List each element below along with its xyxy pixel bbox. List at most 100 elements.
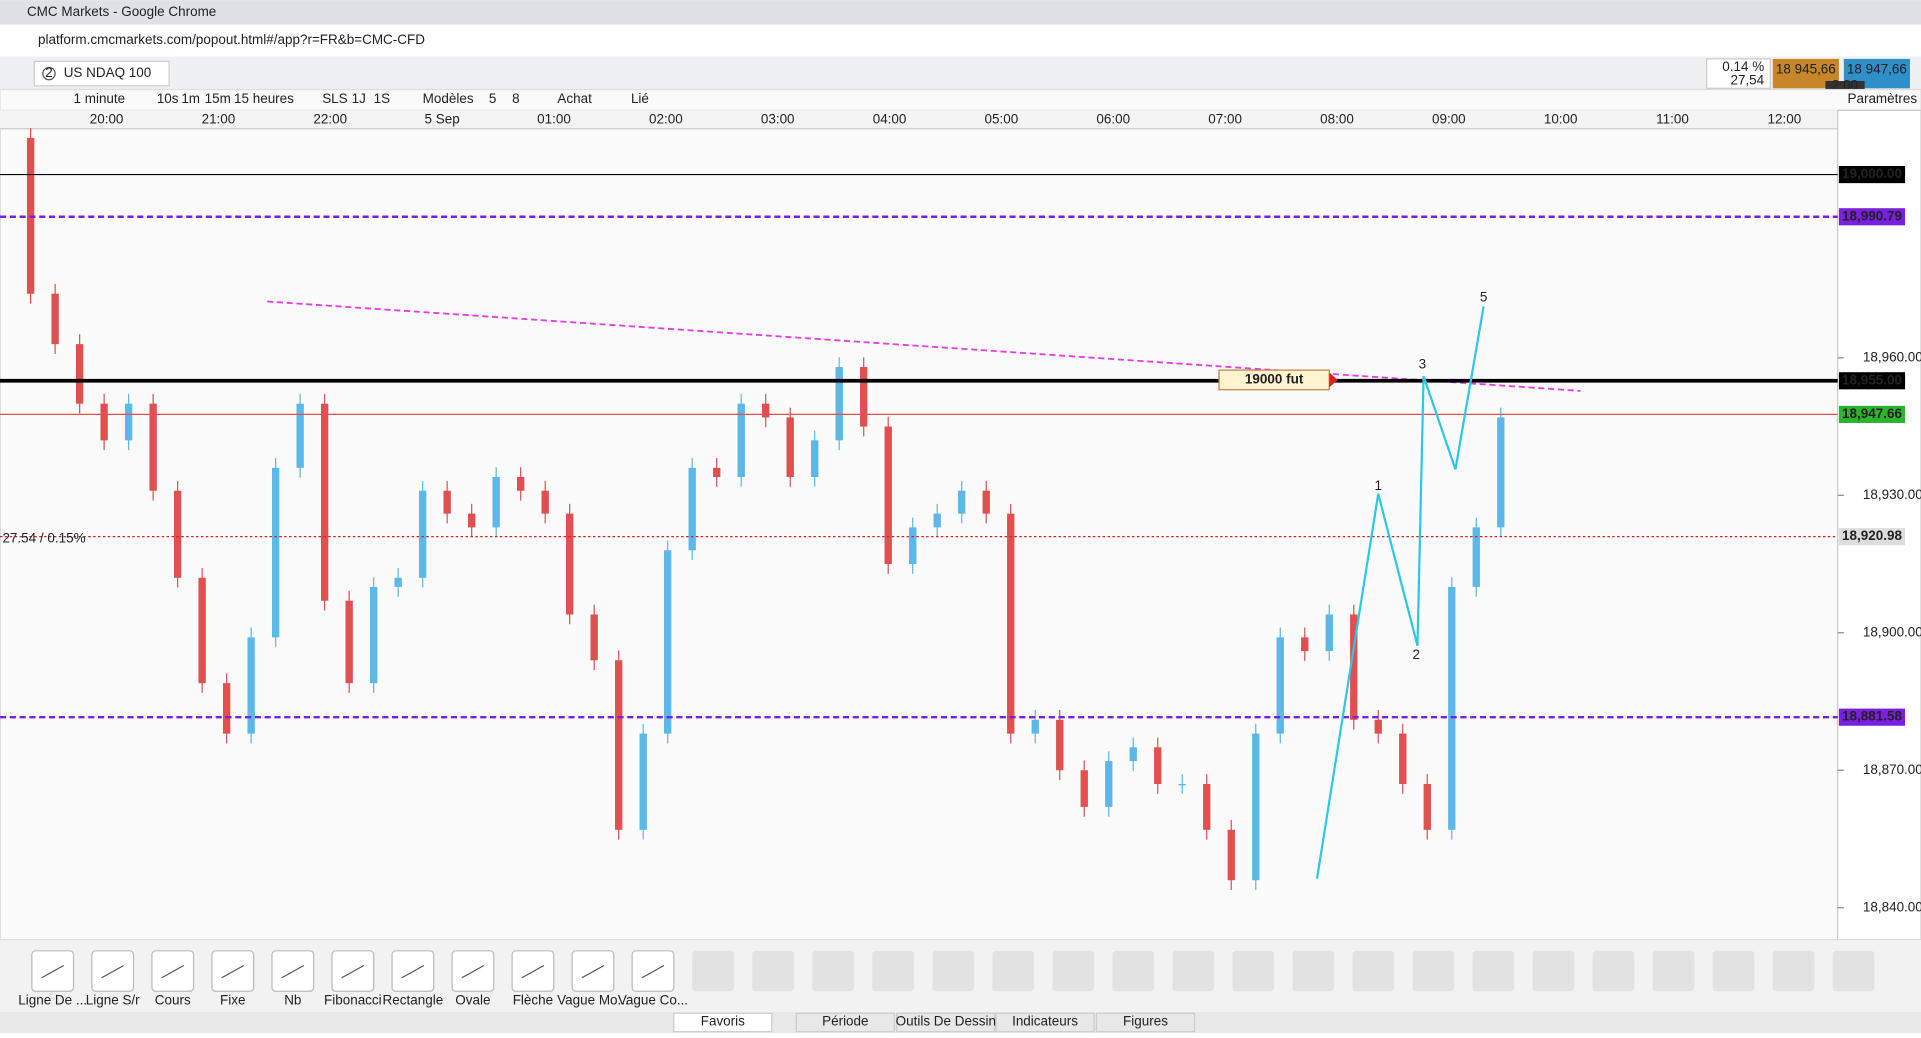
- tool-slot[interactable]: [1652, 950, 1695, 992]
- address-bar[interactable]: [0, 24, 1921, 57]
- tab-label[interactable]: Période: [822, 1013, 868, 1028]
- instrument-bar: [0, 56, 1921, 90]
- candle: [933, 513, 941, 528]
- toolbar-item[interactable]: 1m: [181, 91, 200, 106]
- x-tick-label: 5 Sep: [425, 112, 460, 127]
- candle: [860, 367, 868, 427]
- toolbar-item[interactable]: Lié: [631, 91, 649, 106]
- toolbar-item[interactable]: 1J: [352, 91, 366, 106]
- toolbar-item[interactable]: Achat: [557, 91, 592, 106]
- tool-label[interactable]: Cours: [155, 993, 191, 1008]
- candle: [713, 467, 721, 477]
- tool-slot[interactable]: [1712, 950, 1755, 992]
- candle: [786, 417, 794, 477]
- tool-label[interactable]: Ovale: [455, 993, 490, 1008]
- level-tag: [1838, 405, 1906, 423]
- tool-slot[interactable]: [1232, 950, 1275, 992]
- tool-icon: [281, 964, 305, 979]
- level-label: 18,990.79: [1842, 208, 1902, 223]
- tool-icon: [401, 964, 425, 979]
- toolbar-item[interactable]: 15 heures: [234, 91, 294, 106]
- tool-slot[interactable]: [692, 950, 734, 992]
- level-label: 19,000.00: [1842, 166, 1902, 181]
- settings[interactable]: Paramètres: [1847, 91, 1917, 106]
- change-points: 27,54: [1730, 73, 1764, 88]
- x-tick-label: 11:00: [1656, 112, 1689, 127]
- tab-label[interactable]: Figures: [1123, 1013, 1168, 1028]
- candle: [1227, 829, 1235, 881]
- tab-label[interactable]: Outils De Dessin: [896, 1013, 996, 1028]
- toolbar-item[interactable]: 8: [512, 91, 520, 106]
- instrument-badge: 2: [45, 65, 52, 80]
- tool-slot[interactable]: [1292, 950, 1335, 992]
- tool-label[interactable]: Rectangle: [383, 993, 444, 1008]
- toolbar-item[interactable]: 10s: [157, 91, 179, 106]
- tab[interactable]: [673, 1012, 773, 1033]
- x-tick-label: 10:00: [1544, 112, 1578, 127]
- candle: [1423, 783, 1431, 830]
- tool-icon: [521, 964, 545, 979]
- candle: [271, 467, 280, 638]
- tab[interactable]: [896, 1012, 996, 1033]
- tool-slot[interactable]: [1772, 950, 1815, 992]
- tool-label[interactable]: Nb: [284, 993, 301, 1008]
- url[interactable]: platform.cmcmarkets.com/popout.html#/app…: [38, 32, 425, 47]
- tool-slot[interactable]: [932, 950, 974, 992]
- candle: [443, 490, 451, 514]
- tool-slot[interactable]: [812, 950, 854, 992]
- tool-slot[interactable]: [1112, 950, 1155, 992]
- toolbar-item[interactable]: 1 minute: [74, 91, 126, 106]
- candle: [100, 403, 108, 441]
- tool-slot[interactable]: [872, 950, 914, 992]
- buy-price[interactable]: 18 947,66: [1847, 62, 1907, 77]
- candle: [198, 577, 206, 684]
- tool-slot[interactable]: [1352, 950, 1395, 992]
- trend-line: [267, 300, 1581, 392]
- candle: [467, 513, 476, 528]
- toolbar-item[interactable]: Modèles: [423, 91, 474, 106]
- candle: [1007, 513, 1015, 734]
- tool-slot[interactable]: [1832, 950, 1875, 992]
- tool-slot[interactable]: [1052, 950, 1095, 992]
- x-tick-label: 09:00: [1432, 112, 1466, 127]
- level-tag: [1838, 708, 1906, 726]
- tool-slot[interactable]: [1472, 950, 1515, 992]
- alert-label: 19000 fut: [1245, 371, 1304, 386]
- level-label: 18,920.98: [1842, 528, 1902, 543]
- tool-label[interactable]: Ligne De ...: [18, 993, 87, 1008]
- instrument-tab[interactable]: [33, 60, 170, 87]
- tool-icon: [161, 964, 185, 979]
- toolbar-item[interactable]: 15m: [205, 91, 231, 106]
- toolbar-item[interactable]: 5: [489, 91, 497, 106]
- tool-label[interactable]: Vague Co...: [618, 993, 688, 1008]
- instrument-name[interactable]: US NDAQ 100: [64, 65, 152, 80]
- tab[interactable]: [795, 1012, 895, 1033]
- candle: [982, 490, 990, 514]
- candle: [1056, 719, 1064, 771]
- tab[interactable]: [1095, 1012, 1196, 1033]
- tool-slot[interactable]: [752, 950, 794, 992]
- toolbar-item[interactable]: SLS: [322, 91, 347, 106]
- tab-label[interactable]: Favoris: [701, 1013, 745, 1028]
- tool-slot[interactable]: [1412, 950, 1455, 992]
- candle: [1472, 527, 1480, 587]
- tool-slot[interactable]: [1592, 950, 1635, 992]
- elliott-wave: [1315, 306, 1485, 879]
- tool-slot[interactable]: [1172, 950, 1215, 992]
- tool-label[interactable]: Vague Mo...: [557, 993, 629, 1008]
- candle: [492, 476, 500, 528]
- sell-price[interactable]: 18 945,66: [1776, 62, 1836, 77]
- tab-label[interactable]: Indicateurs: [1012, 1013, 1078, 1028]
- tool-slot[interactable]: [992, 950, 1035, 992]
- y-tick-label: 18,900.00: [1863, 624, 1921, 639]
- tool-label[interactable]: Fixe: [220, 993, 245, 1008]
- tool-slot[interactable]: [1532, 950, 1575, 992]
- candle: [1154, 747, 1162, 784]
- toolbar-item[interactable]: 1S: [374, 91, 390, 106]
- x-tick-label: 05:00: [985, 112, 1019, 127]
- tab[interactable]: [995, 1012, 1095, 1033]
- tool-label[interactable]: Fibonacci: [324, 993, 382, 1008]
- tool-label[interactable]: Ligne S/r: [86, 993, 140, 1008]
- candle: [1325, 614, 1333, 652]
- tool-label[interactable]: Flèche: [513, 993, 553, 1008]
